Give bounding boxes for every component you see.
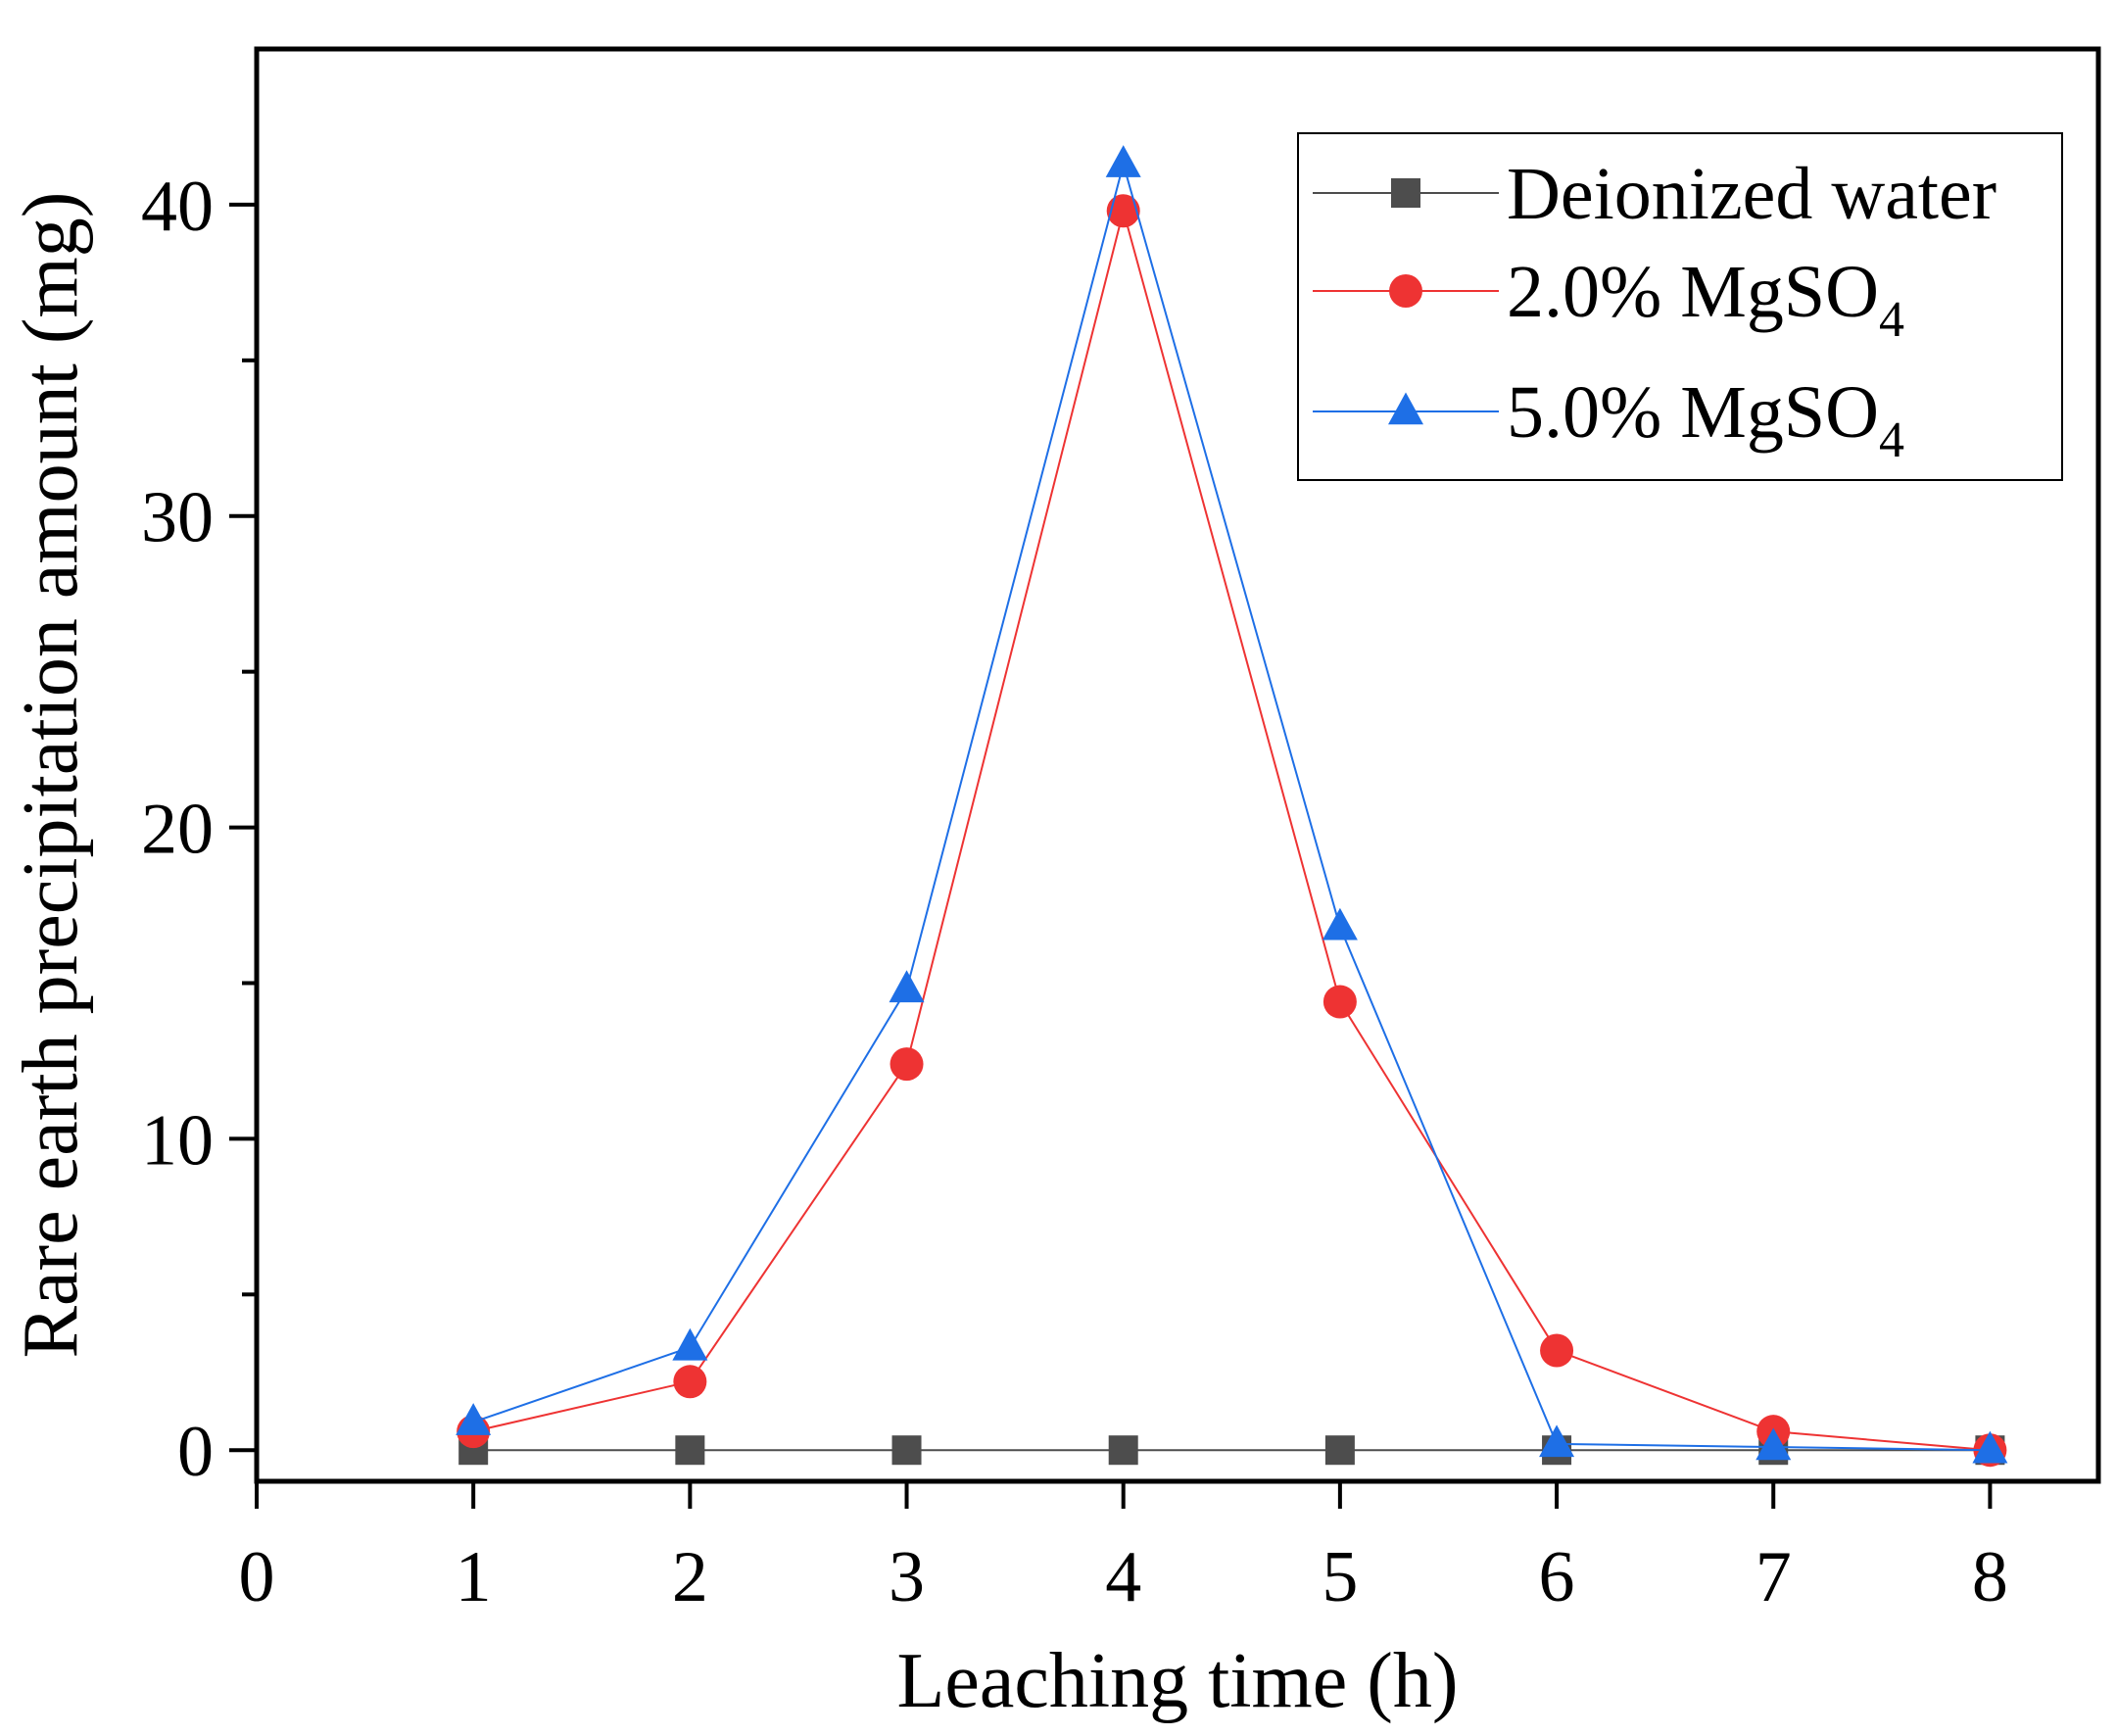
legend-item: 2.0% MgSO4	[1313, 251, 1904, 348]
data-point	[1972, 1430, 2008, 1464]
x-axis: 0 1 2 3 4 5 6 7 8	[239, 1481, 2008, 1617]
legend-label-main: 5.0% MgSO	[1507, 371, 1879, 454]
legend-label: Deionized water	[1507, 153, 1996, 235]
y-tick-label: 30	[141, 478, 214, 558]
x-axis-title: Leaching time (h)	[896, 1638, 1458, 1724]
x-tick-label: 7	[1755, 1537, 1792, 1617]
legend-label: 5.0% MgSO4	[1507, 371, 1904, 468]
x-tick-label: 6	[1539, 1537, 1575, 1617]
series-line	[472, 207, 1991, 1452]
data-point	[1105, 145, 1141, 177]
legend-box	[1297, 132, 2063, 481]
data-point	[891, 1435, 922, 1466]
data-point	[1540, 1333, 1574, 1368]
y-tick-label: 20	[141, 790, 214, 870]
data-point	[1108, 1435, 1138, 1466]
y-tick-label: 40	[141, 167, 214, 247]
x-tick-label: 5	[1322, 1537, 1358, 1617]
series-layer	[456, 145, 2008, 1468]
data-point	[890, 1047, 924, 1082]
x-tick-label: 3	[889, 1537, 925, 1617]
x-tick-label: 2	[672, 1537, 708, 1617]
legend-label: 2.0% MgSO4	[1507, 251, 1904, 348]
x-tick-label: 8	[1972, 1537, 2008, 1617]
data-point	[1106, 194, 1140, 228]
data-point	[456, 1403, 492, 1435]
x-tick-label: 4	[1105, 1537, 1141, 1617]
legend-marker	[1388, 392, 1423, 425]
x-tick-label: 1	[456, 1537, 492, 1617]
y-tick-label: 0	[177, 1412, 214, 1492]
y-tick-label: 10	[141, 1100, 214, 1181]
data-point	[675, 1435, 705, 1466]
series-3	[456, 145, 2008, 1464]
data-point	[889, 970, 925, 1003]
legend-label-main: Deionized water	[1507, 153, 1996, 235]
plot-frame	[254, 46, 2101, 1484]
legend-item: Deionized water	[1313, 153, 1996, 235]
y-axis-title: Rare earth precipitation amount (mg)	[8, 192, 94, 1359]
legend-marker	[1391, 178, 1420, 208]
legend-marker	[1389, 274, 1422, 308]
legend-label-subscript: 4	[1879, 292, 1904, 348]
data-point	[673, 1365, 707, 1399]
data-point	[1324, 1435, 1355, 1466]
legend-label-subscript: 4	[1879, 412, 1904, 468]
plot-frame-layer	[254, 46, 2101, 1484]
legend-item: 5.0% MgSO4	[1313, 371, 1904, 468]
data-point	[1322, 985, 1357, 1019]
y-axis: 0 10 20 30 40	[141, 167, 257, 1492]
data-point	[1322, 907, 1358, 940]
legend-label-main: 2.0% MgSO	[1507, 251, 1879, 333]
data-point	[672, 1327, 708, 1361]
series-line	[472, 160, 1991, 1452]
x-tick-label: 0	[239, 1537, 275, 1617]
data-point	[1539, 1424, 1575, 1458]
data-point	[1755, 1427, 1792, 1461]
